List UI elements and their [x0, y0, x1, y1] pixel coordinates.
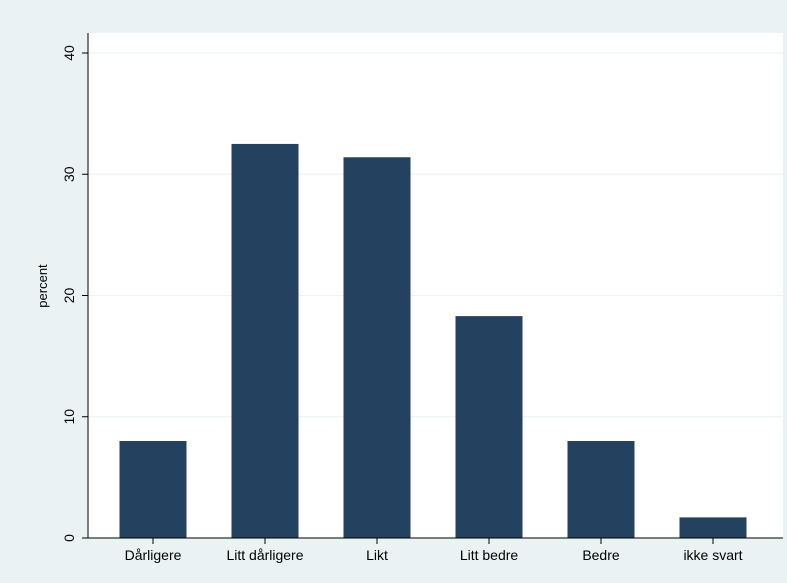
y-tick-label: 0: [61, 534, 77, 542]
y-tick-label: 30: [61, 166, 77, 182]
bar-3: [455, 316, 523, 538]
y-axis-label: percent: [35, 264, 50, 308]
bar-1: [231, 143, 299, 538]
grid-lines: [88, 52, 783, 418]
y-tick-label: 20: [61, 288, 77, 304]
bar-2: [343, 157, 411, 538]
x-tick-label: Litt bedre: [460, 547, 519, 563]
x-tick-label: Litt dårligere: [226, 547, 303, 563]
bar-4: [567, 441, 635, 538]
y-tick-label: 40: [61, 45, 77, 61]
bar-5: [679, 517, 747, 538]
bar-0: [119, 441, 187, 538]
plot-area: [88, 33, 783, 538]
y-ticks: 0 10 20 30 40: [61, 45, 88, 542]
x-tick-label: Likt: [366, 547, 388, 563]
x-tick-label: ikke svart: [683, 547, 742, 563]
x-ticks: Dårligere Litt dårligere Likt Litt bedre Bed…: [125, 538, 743, 563]
y-tick-label: 10: [61, 409, 77, 425]
x-tick-label: Bedre: [582, 547, 620, 563]
x-tick-label: Dårligere: [125, 547, 182, 563]
bars: [119, 143, 747, 538]
